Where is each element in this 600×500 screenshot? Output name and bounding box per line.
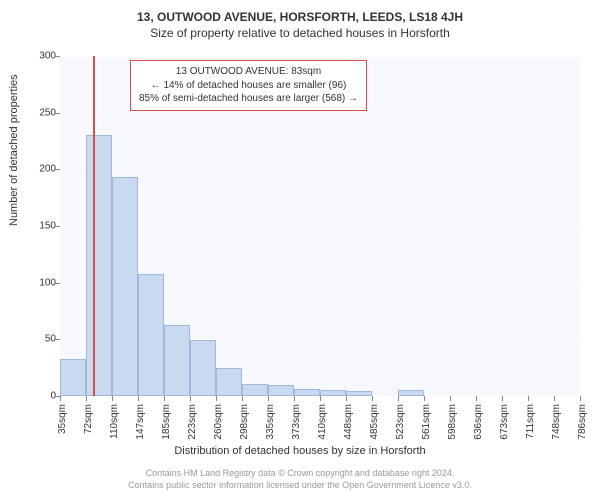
x-tick-label: 35sqm: [57, 404, 68, 434]
x-tick-mark: [346, 396, 347, 401]
info-line-3: 85% of semi-detached houses are larger (…: [139, 92, 358, 106]
histogram-bar: [138, 274, 164, 396]
y-tick-label: 300: [39, 51, 56, 62]
x-tick-mark: [528, 396, 529, 401]
histogram-bar: [190, 340, 216, 396]
chart-container: 13, OUTWOOD AVENUE, HORSFORTH, LEEDS, LS…: [0, 0, 600, 500]
chart-subtitle: Size of property relative to detached ho…: [0, 24, 600, 40]
x-tick-mark: [320, 396, 321, 401]
histogram-bar: [398, 390, 424, 396]
histogram-bar: [294, 389, 320, 396]
gridline: [60, 113, 580, 114]
histogram-bar: [86, 135, 112, 396]
x-tick-mark: [138, 396, 139, 401]
x-tick-mark: [86, 396, 87, 401]
marker-info-box: 13 OUTWOOD AVENUE: 83sqm ← 14% of detach…: [130, 60, 367, 111]
x-tick-label: 673sqm: [499, 404, 510, 440]
gridline: [60, 56, 580, 57]
y-tick-mark: [55, 226, 60, 227]
gridline: [60, 226, 580, 227]
x-tick-label: 147sqm: [135, 404, 146, 440]
x-tick-mark: [242, 396, 243, 401]
x-tick-label: 561sqm: [421, 404, 432, 440]
x-tick-label: 711sqm: [525, 404, 536, 439]
y-axis-label: Number of detached properties: [8, 74, 20, 226]
histogram-bar: [242, 384, 268, 396]
x-tick-mark: [294, 396, 295, 401]
histogram-bar: [60, 359, 86, 396]
x-tick-label: 373sqm: [291, 404, 302, 440]
plot-area: 13 OUTWOOD AVENUE: 83sqm ← 14% of detach…: [60, 56, 580, 396]
x-tick-label: 410sqm: [317, 404, 328, 440]
y-tick-label: 200: [39, 164, 56, 175]
y-tick-mark: [55, 339, 60, 340]
x-tick-mark: [580, 396, 581, 401]
x-tick-label: 110sqm: [109, 404, 120, 439]
x-tick-label: 786sqm: [577, 404, 588, 440]
gridline: [60, 169, 580, 170]
footer-line-2: Contains public sector information licen…: [0, 480, 600, 492]
x-tick-label: 485sqm: [369, 404, 380, 440]
y-tick-mark: [55, 169, 60, 170]
histogram-bar: [320, 390, 346, 396]
footer-line-1: Contains HM Land Registry data © Crown c…: [0, 468, 600, 480]
y-tick-label: 150: [39, 221, 56, 232]
info-line-1: 13 OUTWOOD AVENUE: 83sqm: [139, 65, 358, 79]
x-tick-mark: [476, 396, 477, 401]
x-tick-label: 185sqm: [161, 404, 172, 440]
x-tick-mark: [502, 396, 503, 401]
x-tick-label: 748sqm: [551, 404, 562, 440]
x-axis-label: Distribution of detached houses by size …: [0, 445, 600, 457]
histogram-bar: [112, 177, 138, 396]
x-tick-label: 298sqm: [239, 404, 250, 440]
x-tick-label: 448sqm: [343, 404, 354, 440]
footer-credits: Contains HM Land Registry data © Crown c…: [0, 468, 600, 491]
marker-line: [93, 56, 95, 396]
x-tick-label: 223sqm: [187, 404, 198, 440]
y-tick-mark: [55, 56, 60, 57]
x-tick-label: 636sqm: [473, 404, 484, 440]
x-tick-mark: [554, 396, 555, 401]
x-tick-mark: [190, 396, 191, 401]
x-tick-mark: [398, 396, 399, 401]
x-tick-mark: [60, 396, 61, 401]
x-tick-mark: [450, 396, 451, 401]
x-tick-label: 260sqm: [213, 404, 224, 440]
x-tick-mark: [164, 396, 165, 401]
y-tick-label: 250: [39, 107, 56, 118]
y-tick-mark: [55, 283, 60, 284]
histogram-bar: [268, 385, 294, 396]
x-tick-mark: [216, 396, 217, 401]
info-line-2: ← 14% of detached houses are smaller (96…: [139, 79, 358, 93]
histogram-bar: [346, 391, 372, 396]
x-tick-mark: [372, 396, 373, 401]
x-tick-label: 335sqm: [265, 404, 276, 440]
x-tick-label: 72sqm: [83, 404, 94, 434]
y-tick-label: 100: [39, 277, 56, 288]
x-tick-mark: [424, 396, 425, 401]
y-tick-mark: [55, 113, 60, 114]
histogram-bar: [216, 368, 242, 396]
x-tick-mark: [112, 396, 113, 401]
x-tick-label: 523sqm: [395, 404, 406, 440]
x-tick-mark: [268, 396, 269, 401]
x-tick-label: 598sqm: [447, 404, 458, 440]
chart-title: 13, OUTWOOD AVENUE, HORSFORTH, LEEDS, LS…: [0, 0, 600, 24]
histogram-bar: [164, 325, 190, 396]
